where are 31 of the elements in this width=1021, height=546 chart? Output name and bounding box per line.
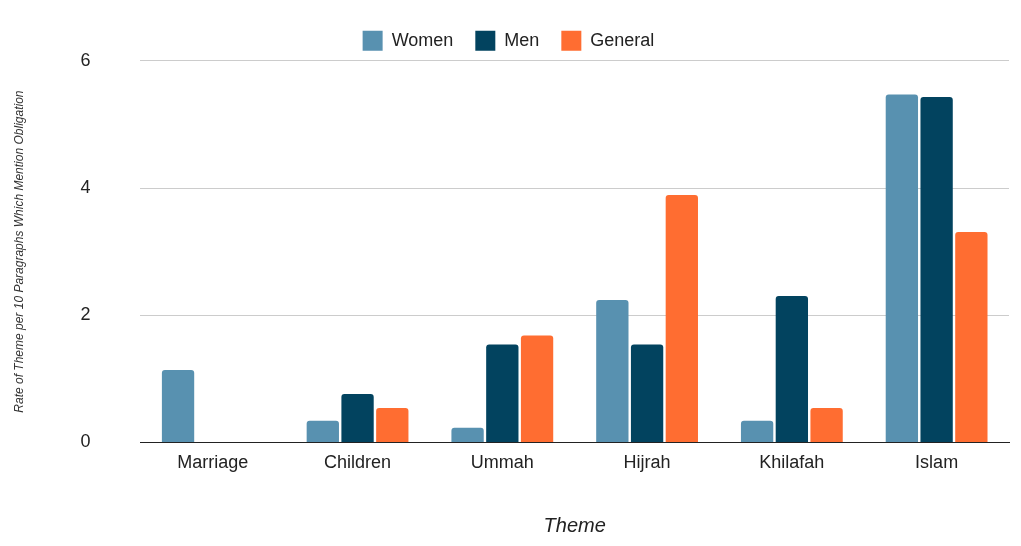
x-tick-label: Marriage [177,452,249,473]
x-tick-label: Hijrah [623,452,671,473]
x-tick-label: Islam [915,452,959,473]
bar [486,344,519,442]
y-axis-title: Rate of Theme per 10 Paragraphs Which Mention Obligation [11,90,26,413]
bar [920,97,953,442]
bar [520,335,554,442]
x-tick-label: Children [324,452,392,473]
bar [810,408,843,442]
bar [451,427,484,442]
bar [665,195,698,442]
y-tick-label: 4 [80,176,91,197]
bar [161,369,195,442]
x-tick-label: Khilafah [759,452,825,473]
y-tick-label: 2 [80,304,91,325]
bar [955,231,988,442]
legend-label: General [590,29,655,50]
bar [630,344,664,442]
bar [740,420,774,442]
y-tick-label: 6 [80,49,91,70]
bar [596,299,629,442]
bar [376,408,409,442]
x-axis-title: Theme [543,513,606,536]
legend-label: Men [504,29,540,50]
bar [341,394,374,442]
y-tick-label: 0 [80,431,91,452]
x-tick-label: Ummah [470,452,534,473]
bar [775,296,809,442]
legend-label: Women [391,29,454,50]
bar [306,420,339,442]
bar [885,94,919,442]
